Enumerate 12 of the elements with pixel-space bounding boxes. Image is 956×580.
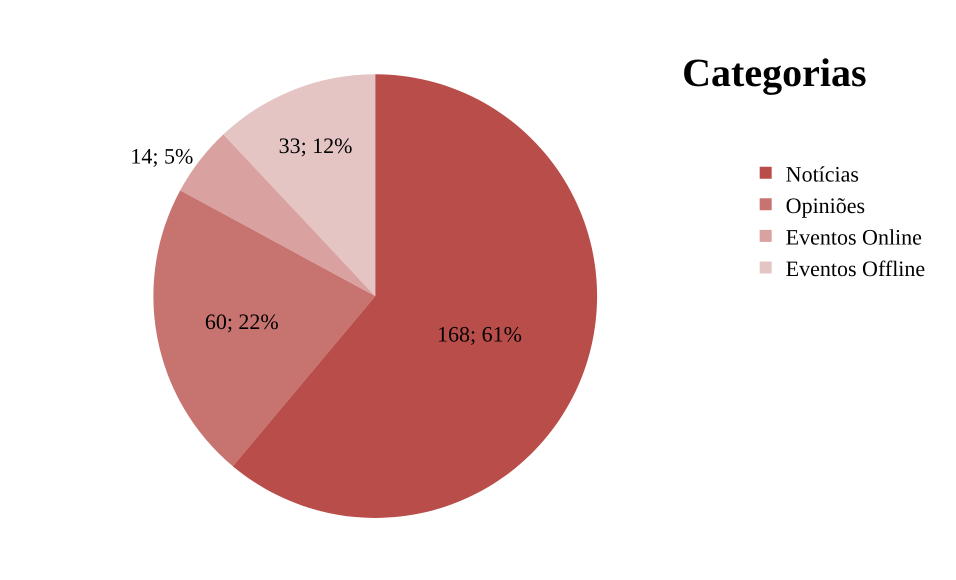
- data-label: 168; 61%: [437, 321, 522, 346]
- pie-slice: [223, 74, 376, 296]
- pie-slice: [153, 190, 376, 466]
- data-label: 33; 12%: [278, 132, 353, 158]
- legend-label: Eventos Online: [786, 224, 922, 250]
- pie-slice: [232, 74, 597, 518]
- legend-label: Opiniões: [786, 192, 866, 218]
- legend-label: Eventos Offline: [786, 256, 926, 282]
- data-label: 14; 5%: [130, 143, 194, 168]
- legend-label: Notícias: [786, 161, 860, 186]
- chart-title: Categorias: [682, 50, 867, 95]
- data-label: 60; 22%: [204, 309, 279, 334]
